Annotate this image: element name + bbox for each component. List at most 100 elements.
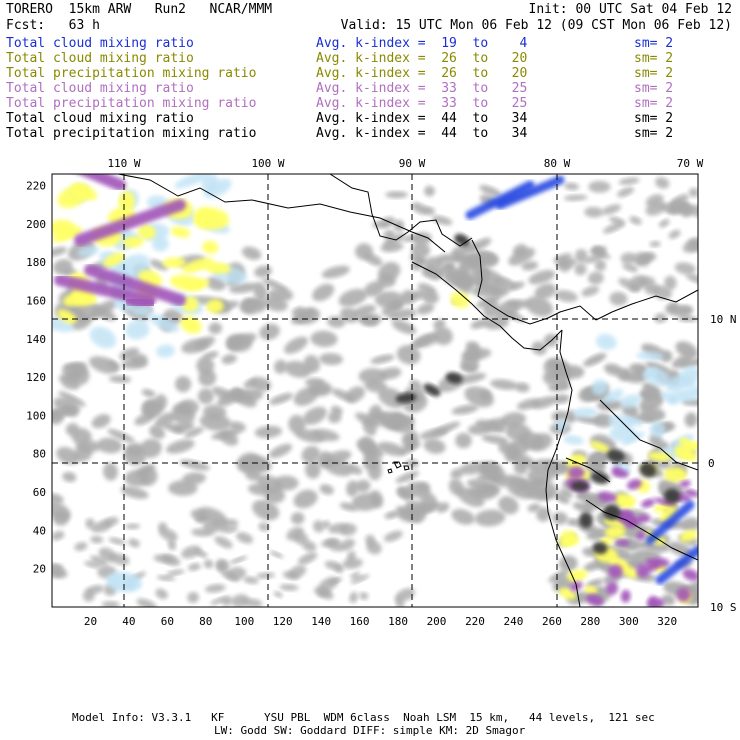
purple-patch bbox=[635, 531, 646, 541]
yellow-patch bbox=[180, 316, 202, 334]
purple-patch bbox=[653, 497, 676, 506]
cloud-patch bbox=[459, 461, 487, 475]
cloud-patch bbox=[592, 247, 611, 260]
dark-cloud-core bbox=[579, 512, 593, 528]
yellow-patch bbox=[137, 224, 156, 240]
yellow-patch bbox=[170, 226, 191, 238]
cloud-patch bbox=[264, 296, 288, 312]
cloud-patch bbox=[327, 316, 346, 328]
legend-row: Total precipitation mixing ratio Avg. k-… bbox=[6, 126, 734, 141]
cloud-patch bbox=[388, 411, 405, 430]
cloud-patch bbox=[347, 463, 363, 475]
cloud-patch bbox=[178, 399, 199, 415]
cloud-patch bbox=[451, 508, 475, 525]
cloud-patch bbox=[659, 350, 673, 363]
cloud-patch bbox=[121, 358, 148, 370]
cloud-patch bbox=[669, 304, 694, 314]
yellow-patch bbox=[450, 291, 470, 309]
cloud-patch bbox=[609, 291, 628, 306]
legend-smoothing: sm= 2 bbox=[634, 66, 674, 81]
cloud-patch bbox=[269, 443, 293, 458]
cloud-patch bbox=[465, 345, 482, 362]
cloud-patch bbox=[553, 253, 573, 264]
purple-patch bbox=[636, 563, 650, 578]
cloud-patch bbox=[210, 596, 229, 605]
legend-field-name: Total cloud mixing ratio bbox=[6, 81, 194, 96]
cloud-patch bbox=[317, 588, 331, 597]
cloud-patch bbox=[564, 182, 580, 191]
y-tick-label: 40 bbox=[33, 524, 46, 537]
cloud-patch bbox=[90, 535, 104, 544]
purple-patch bbox=[641, 498, 655, 508]
cloud-patch bbox=[350, 572, 361, 580]
dark-cloud-core bbox=[571, 480, 589, 492]
yellow-patch bbox=[204, 262, 232, 274]
galapagos-islands bbox=[387, 461, 410, 474]
x-tick-label: 120 bbox=[273, 615, 293, 628]
cloud-patch bbox=[671, 354, 692, 369]
purple-patch bbox=[615, 539, 630, 547]
cloud-patch bbox=[498, 496, 519, 515]
legend-k-index: Avg. k-index = 33 to 25 bbox=[316, 81, 528, 96]
cloud-patch bbox=[153, 554, 175, 564]
cloud-patch bbox=[423, 438, 446, 454]
legend-k-index: Avg. k-index = 33 to 25 bbox=[316, 96, 528, 111]
legend-field-name: Total cloud mixing ratio bbox=[6, 51, 194, 66]
purple-band bbox=[74, 199, 186, 246]
purple-band bbox=[77, 174, 126, 191]
yellow-patch bbox=[604, 525, 626, 539]
purple-patch bbox=[682, 568, 698, 581]
cloud-patch bbox=[269, 550, 284, 559]
y-tick-label: 20 bbox=[33, 563, 46, 576]
yellow-patch bbox=[72, 183, 97, 201]
cloud-patch bbox=[165, 439, 195, 454]
cloud-patch bbox=[436, 502, 450, 513]
cloud-patch bbox=[273, 591, 283, 598]
yellow-patch bbox=[590, 441, 611, 453]
cloud-patch bbox=[396, 506, 422, 523]
yellow-patch bbox=[647, 451, 672, 462]
cloud-patch bbox=[187, 591, 199, 604]
cloud-patch bbox=[338, 288, 368, 307]
cloud-patch bbox=[56, 446, 80, 465]
plot-frame bbox=[51, 173, 699, 608]
purple-patch bbox=[635, 514, 651, 524]
cloud-patch bbox=[52, 493, 64, 504]
cloud-patch bbox=[194, 336, 216, 350]
cloud-patch bbox=[62, 405, 78, 417]
mexico-coastline bbox=[117, 174, 446, 253]
cloud-patch bbox=[396, 487, 414, 501]
cloud-patch bbox=[476, 274, 491, 288]
x-tick-label: 100 bbox=[234, 615, 254, 628]
cloud-patch bbox=[654, 312, 667, 324]
purple-band bbox=[84, 264, 186, 306]
cloud-patch bbox=[586, 578, 604, 589]
light-blue-patch bbox=[636, 351, 664, 361]
legend-row: Total precipitation mixing ratio Avg. k-… bbox=[6, 96, 734, 111]
model-info: Model Info: V3.3.1 KF YSU PBL WDM 6class… bbox=[72, 711, 655, 724]
purple-patch bbox=[617, 510, 633, 522]
light-blue-patch bbox=[203, 178, 232, 199]
cloud-patch bbox=[586, 452, 606, 469]
cloud-patch bbox=[102, 516, 119, 527]
purple-patch bbox=[608, 564, 623, 579]
cloud-patch bbox=[645, 194, 664, 207]
cloud-patch bbox=[548, 461, 569, 474]
cloud-patch bbox=[483, 299, 499, 318]
cloud-patch bbox=[536, 507, 551, 522]
light-blue-patch bbox=[89, 326, 117, 349]
cloud-patch bbox=[551, 410, 568, 422]
cloud-patch bbox=[328, 522, 349, 534]
cloud-patch bbox=[506, 281, 525, 291]
dark-cloud-core bbox=[592, 541, 608, 555]
cloud-patch bbox=[321, 265, 350, 279]
x-grid-ticks: 20 40 60 80 100 120 140 160 180 200 220 240 260 280 30… bbox=[84, 615, 677, 628]
legend-field-name: Total precipitation mixing ratio bbox=[6, 66, 257, 81]
cloud-patch bbox=[310, 330, 338, 348]
dark-cloud-core bbox=[590, 471, 610, 485]
blue-streak bbox=[465, 180, 535, 220]
cloud-patch bbox=[264, 487, 286, 504]
cloud-patch bbox=[293, 489, 318, 509]
cloud-patch bbox=[500, 412, 527, 428]
cloud-patch bbox=[311, 428, 340, 442]
